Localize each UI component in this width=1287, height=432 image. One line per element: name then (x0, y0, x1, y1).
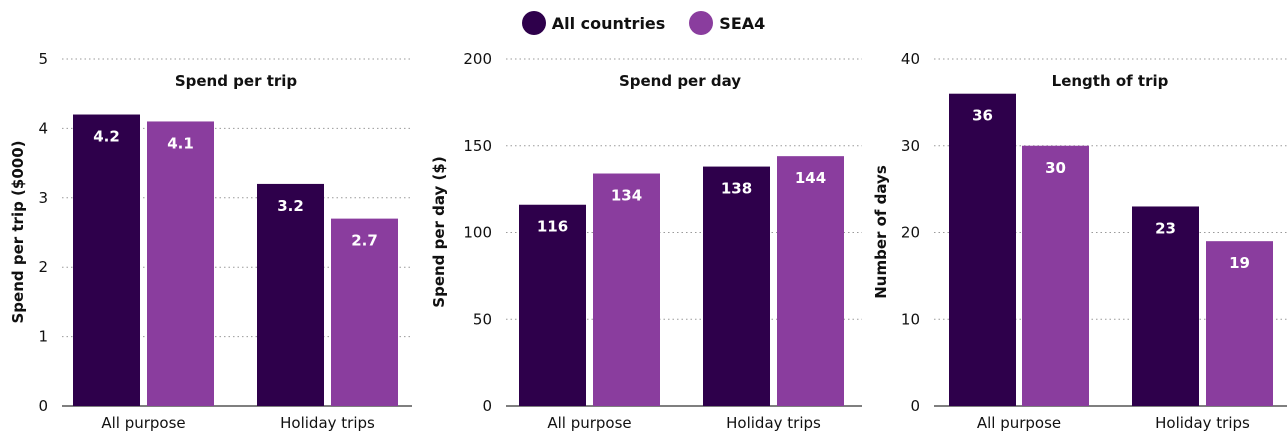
legend-swatch-sea4 (689, 11, 714, 35)
legend: All countries SEA4 (0, 8, 1287, 38)
chart-0-y-tick-label: 3 (38, 189, 48, 207)
chart-1-y-tick-label: 0 (482, 397, 492, 415)
chart-1-data-label: 138 (721, 180, 752, 198)
chart-0-x-category-label: Holiday trips (280, 414, 375, 432)
chart-0-y-axis-title: Spend per trip ($000) (9, 140, 27, 323)
chart-1-y-tick-label: 100 (463, 224, 492, 242)
chart-1-bar-sea4 (593, 173, 660, 406)
chart-0-y-tick-label: 2 (38, 258, 48, 276)
chart-0-bar-sea4 (331, 218, 398, 406)
chart-0-y-tick-label: 1 (38, 328, 48, 346)
legend-swatch-all-countries (521, 11, 546, 35)
chart-2-y-tick-label: 0 (910, 397, 920, 415)
chart-2-y-axis-title: Number of days (872, 165, 890, 299)
chart-0-bar-all-countries (73, 114, 140, 407)
chart-2-y-tick-label: 20 (901, 224, 920, 242)
chart-0-y-tick-label: 0 (38, 397, 48, 415)
chart-1-x-category-label: Holiday trips (726, 414, 821, 432)
legend-item-all-countries: All countries (521, 11, 666, 35)
chart-2-data-label: 30 (1045, 159, 1066, 177)
chart-1-x-category-label: All purpose (547, 414, 631, 432)
chart-2-data-label: 19 (1229, 254, 1250, 272)
chart-2-y-tick-label: 10 (901, 310, 920, 328)
chart-0-title: Spend per trip (175, 72, 298, 90)
chart-2-title: Length of trip (1052, 72, 1169, 90)
chart-2-data-label: 23 (1155, 219, 1176, 237)
chart-0-x-category-label: All purpose (101, 414, 185, 432)
legend-item-sea4: SEA4 (689, 11, 765, 35)
chart-1-y-axis-title: Spend per day ($) (430, 156, 448, 307)
chart-1-y-tick-label: 150 (463, 137, 492, 155)
chart-2-x-category-label: All purpose (977, 414, 1061, 432)
legend-label-sea4: SEA4 (719, 13, 766, 33)
chart-2-bar-all-countries (1132, 206, 1199, 406)
chart-1-data-label: 134 (611, 187, 642, 205)
chart-2-y-tick-label: 40 (901, 50, 920, 68)
chart-0-data-label: 2.7 (351, 232, 378, 250)
chart-1-data-label: 116 (537, 218, 568, 236)
chart-2-bar-sea4 (1022, 145, 1089, 406)
chart-0-data-label: 4.2 (93, 128, 120, 146)
chart-1-data-label: 144 (795, 169, 826, 187)
chart-1-y-tick-label: 200 (463, 50, 492, 68)
chart-2-y-tick-label: 30 (901, 137, 920, 155)
chart-1-bar-all-countries (703, 166, 770, 406)
chart-1-title: Spend per day (619, 72, 741, 90)
chart-0-bar-sea4 (147, 121, 214, 407)
chart-1-bar-all-countries (519, 204, 586, 406)
chart-2-bar-all-countries (949, 93, 1016, 406)
chart-0-y-tick-label: 5 (38, 50, 48, 68)
chart-1-bar-sea4 (777, 156, 844, 406)
chart-0-y-tick-label: 4 (38, 119, 48, 137)
chart-1-y-tick-label: 50 (473, 310, 492, 328)
chart-0-data-label: 4.1 (167, 134, 194, 152)
legend-label-all-countries: All countries (551, 13, 666, 33)
chart-0-bar-all-countries (257, 183, 324, 406)
chart-2-x-category-label: Holiday trips (1155, 414, 1250, 432)
chart-2-bar-sea4 (1206, 241, 1273, 406)
chart-2-data-label: 36 (972, 107, 993, 125)
chart-0-data-label: 3.2 (277, 197, 304, 215)
